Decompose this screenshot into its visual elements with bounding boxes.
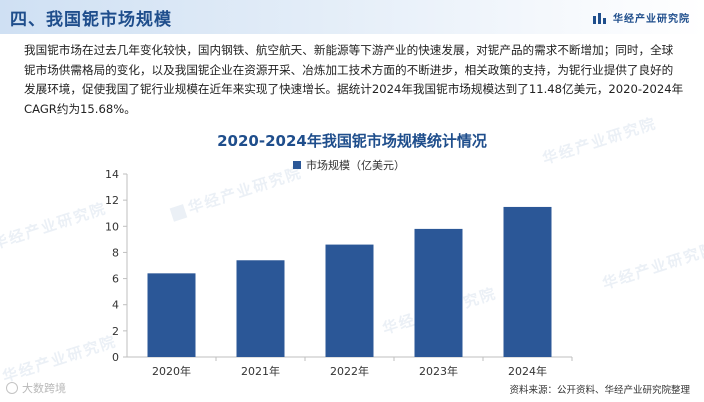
x-tick-label: 2021年 <box>241 364 280 378</box>
brand-name: 华经产业研究院 <box>613 14 690 25</box>
brand-logo-icon <box>593 12 606 24</box>
y-tick-label: 4 <box>112 299 119 312</box>
corner-logo-icon <box>6 382 18 394</box>
chart-title: 2020-2024年我国铌市场规模统计情况 <box>217 132 487 150</box>
page-title: 四、我国铌市场规模 <box>10 10 172 30</box>
y-tick-label: 8 <box>112 246 119 259</box>
corner-mark: 大数跨境 <box>6 380 66 396</box>
x-tick-label: 2024年 <box>508 364 547 378</box>
header-band <box>0 0 704 34</box>
y-tick-label: 6 <box>112 273 119 286</box>
bar <box>414 228 463 357</box>
y-tick-label: 0 <box>112 351 119 364</box>
y-tick-label: 12 <box>105 194 119 207</box>
bar <box>147 273 196 357</box>
y-tick-label: 14 <box>105 168 119 181</box>
legend-swatch <box>293 161 301 169</box>
bar <box>325 244 374 357</box>
bar <box>503 206 552 357</box>
x-tick-label: 2022年 <box>330 364 369 378</box>
chart-legend: 市场规模（亿美元） <box>293 157 405 173</box>
intro-paragraph: 我国铌市场在过去几年变化较快，国内钢铁、航空航天、新能源等下游产业的快速发展，对… <box>24 43 684 116</box>
legend-label: 市场规模（亿美元） <box>306 159 405 172</box>
x-tick-label: 2020年 <box>152 364 191 378</box>
y-tick-label: 10 <box>105 220 119 233</box>
x-tick-label: 2023年 <box>419 364 458 378</box>
corner-mark-text: 大数跨境 <box>22 382 66 395</box>
brand: 华经产业研究院 <box>593 10 690 25</box>
bar <box>236 260 285 357</box>
source-note: 资料来源：公开资料、华经产业研究院整理 <box>509 385 690 396</box>
y-tick-label: 2 <box>112 325 119 338</box>
